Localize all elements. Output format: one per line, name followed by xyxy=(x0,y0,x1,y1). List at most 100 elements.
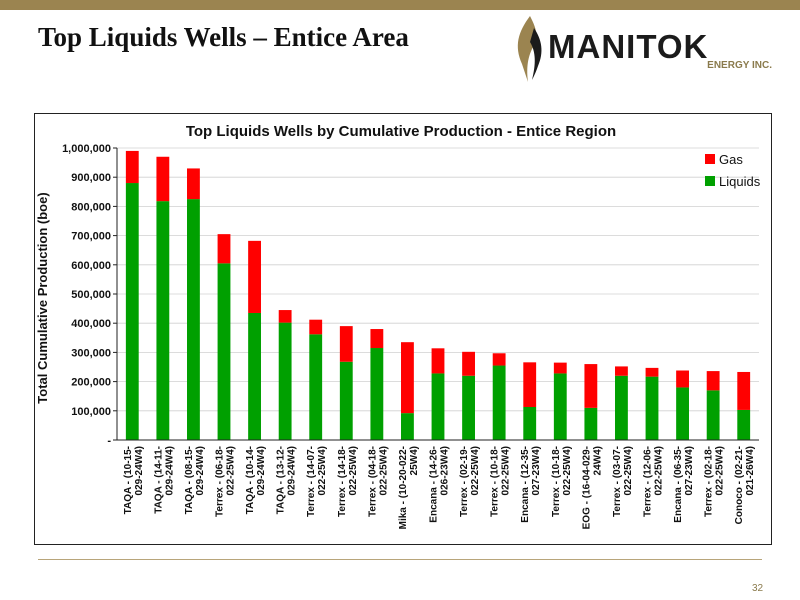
x-tick-label-line: TAQA - (13-12- xyxy=(276,446,287,514)
bar-gas xyxy=(339,326,353,362)
x-tick-label-line: Terrex - (03-07- xyxy=(612,446,623,517)
bar-liquids xyxy=(645,376,659,440)
bar-liquids xyxy=(187,199,200,440)
bar-gas xyxy=(431,348,445,374)
x-tick-label: TAQA - (13-12- 029-24W4) xyxy=(276,446,298,514)
x-axis-ticks: TAQA - (10-15- 029-24W4) TAQA - (14-11- 029… xyxy=(123,446,756,529)
x-tick-label-line: 029-24W4) xyxy=(287,446,298,495)
bar-liquids xyxy=(462,375,475,440)
bar-liquids xyxy=(492,365,506,440)
bar-gas xyxy=(248,240,261,313)
x-tick-label: TAQA - (10-15- 029-24W4) xyxy=(123,446,145,514)
x-tick-label-line: 022-25W4) xyxy=(378,446,389,495)
legend-label-gas: Gas xyxy=(719,152,743,167)
x-tick-label-line: 027-23W4) xyxy=(684,446,695,495)
x-tick-label-line: Encana - (12-35- xyxy=(520,446,531,523)
x-tick-label-line: Encana - (14-26- xyxy=(429,446,440,523)
x-tick-label: TAQA - (14-11- 029-24W4) xyxy=(153,446,175,514)
x-tick-label: EOG - (16-04-029- 24W4) xyxy=(581,446,603,529)
y-tick-label: 800,000 xyxy=(71,201,111,213)
y-tick-label: 200,000 xyxy=(71,377,111,389)
x-tick-label: Terrex - (06-18- 022-25W4) xyxy=(215,446,237,517)
x-tick-label-line: 029-24W4) xyxy=(195,446,206,495)
x-tick-label: Conoco - (02-21- 021-26W4) xyxy=(734,446,756,524)
top-accent-bar xyxy=(0,0,800,10)
x-tick-label-line: 021-26W4) xyxy=(745,446,756,495)
x-tick-label-line: Terrex - (02-19- xyxy=(459,446,470,517)
x-tick-label-line: 022-25W4) xyxy=(470,446,481,495)
x-tick-label: Terrex - (14-07- 022-25W4) xyxy=(306,446,328,517)
x-tick-label-line: 022-25W4) xyxy=(501,446,512,495)
x-tick-label: Terrex - (10-18- 022-25W4) xyxy=(490,446,512,517)
x-tick-label-line: 022-25W4) xyxy=(715,446,726,495)
bar-liquids xyxy=(309,334,323,440)
logo-wordmark: MANITOK xyxy=(548,28,709,65)
y-tick-label: 100,000 xyxy=(71,406,111,418)
bar-gas xyxy=(645,367,659,377)
bar-gas xyxy=(217,234,231,264)
bar-gas xyxy=(187,168,200,200)
bar-gas xyxy=(370,329,384,349)
bar-liquids xyxy=(615,375,628,440)
y-axis-label: Total Cumulative Production (boe) xyxy=(35,192,50,403)
y-tick-label: 900,000 xyxy=(71,172,111,184)
x-tick-label-line: 027-23W4) xyxy=(531,446,542,495)
bar-gas xyxy=(706,371,720,391)
x-tick-label-line: 022-25W4) xyxy=(654,446,665,495)
chart-legend: Gas Liquids xyxy=(705,152,761,189)
y-tick-label: 500,000 xyxy=(71,289,111,301)
x-tick-label: TAQA - (08-15- 029-24W4) xyxy=(184,446,206,514)
x-tick-label-line: TAQA - (08-15- xyxy=(184,446,195,514)
legend-label-liquids: Liquids xyxy=(719,174,761,189)
x-tick-label-line: 24W4) xyxy=(592,446,603,475)
bar-gas xyxy=(737,371,751,410)
x-tick-label: Terrex - (02-19- 022-25W4) xyxy=(459,446,481,517)
bar-liquids xyxy=(278,322,292,440)
bar-gas xyxy=(492,353,506,366)
bar-liquids xyxy=(125,183,139,440)
bar-gas xyxy=(584,364,598,408)
bar-liquids xyxy=(248,312,261,440)
slide-title: Top Liquids Wells – Entice Area xyxy=(38,22,409,52)
y-tick-label: - xyxy=(107,435,111,447)
x-tick-label: Encana - (12-35- 027-23W4) xyxy=(520,446,542,523)
y-axis-ticks: - 100,000 200,000 300,000 400,000 500,000 600,… xyxy=(62,143,117,447)
legend-swatch-gas xyxy=(705,154,715,164)
x-tick-label: Encana - (14-26- 026-23W4) xyxy=(429,446,451,523)
x-tick-label-line: Terrex - (14-07- xyxy=(306,446,317,517)
x-tick-label-line: TAQA - (10-14- xyxy=(245,446,256,514)
bar-liquids xyxy=(217,263,231,440)
bar-liquids xyxy=(431,373,445,440)
bars-group xyxy=(125,150,751,440)
x-tick-label-line: Mika - (10-20-022- xyxy=(398,446,409,529)
x-tick-label: Terrex - (14-18- 022-25W4) xyxy=(337,446,359,517)
bar-liquids xyxy=(370,348,384,440)
x-tick-label-line: 029-24W4) xyxy=(164,446,175,495)
x-tick-label: Terrex - (10-18- 022-25W4) xyxy=(551,446,573,517)
x-tick-label: Terrex - (02-18- 022-25W4) xyxy=(704,446,726,517)
x-tick-label-line: TAQA - (14-11- xyxy=(153,446,164,514)
y-tick-label: 300,000 xyxy=(71,347,111,359)
bar-liquids xyxy=(706,390,720,440)
footer-divider xyxy=(38,559,762,560)
x-tick-label: Terrex - (03-07- 022-25W4) xyxy=(612,446,634,517)
flame-logo-icon xyxy=(517,16,542,82)
bar-gas xyxy=(156,156,170,202)
bar-gas xyxy=(523,362,537,408)
x-tick-label: Terrex - (12-06- 022-25W4) xyxy=(643,446,665,517)
bar-liquids xyxy=(523,407,537,440)
bar-liquids xyxy=(584,407,598,440)
stacked-bar-chart: Top Liquids Wells by Cumulative Producti… xyxy=(35,123,761,529)
y-tick-label: 400,000 xyxy=(71,318,111,330)
x-tick-label-line: 026-23W4) xyxy=(440,446,451,495)
legend-swatch-liquids xyxy=(705,176,715,186)
x-tick-label-line: Terrex - (04-18- xyxy=(367,446,378,517)
company-logo: MANITOK ENERGY INC. xyxy=(508,14,778,84)
x-tick-label-line: Terrex - (14-18- xyxy=(337,446,348,517)
x-tick-label-line: Terrex - (06-18- xyxy=(215,446,226,517)
x-tick-label: Terrex - (04-18- 022-25W4) xyxy=(367,446,389,517)
x-tick-label-line: 022-25W4) xyxy=(562,446,573,495)
x-tick-label: Encana - (06-35- 027-23W4) xyxy=(673,446,695,523)
chart-container: Top Liquids Wells by Cumulative Producti… xyxy=(34,113,772,545)
x-tick-label: Mika - (10-20-022- 25W4) xyxy=(398,446,420,529)
